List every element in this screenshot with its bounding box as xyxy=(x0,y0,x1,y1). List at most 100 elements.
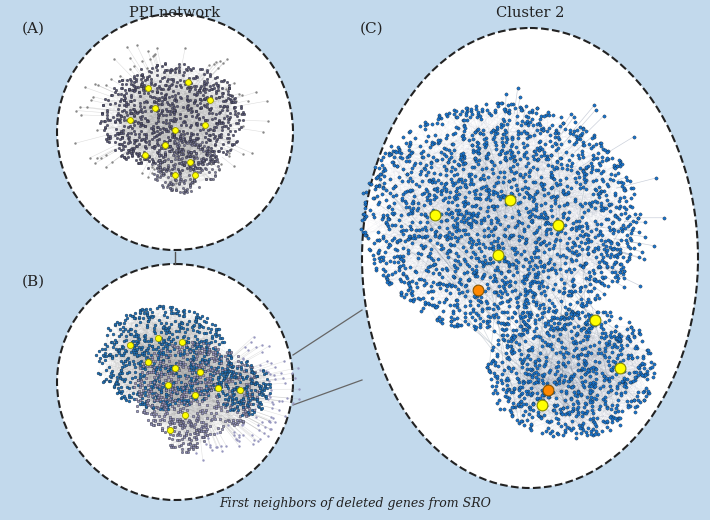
Point xyxy=(219,404,231,412)
Point xyxy=(582,287,594,295)
Point xyxy=(217,366,228,374)
Point xyxy=(170,396,181,404)
Point xyxy=(190,120,202,128)
Point xyxy=(205,175,217,184)
Point xyxy=(520,239,531,248)
Point xyxy=(178,386,190,394)
Point xyxy=(175,175,186,184)
Point xyxy=(534,146,545,154)
Point xyxy=(497,385,508,393)
Point xyxy=(210,79,222,87)
Point xyxy=(519,275,530,283)
Point xyxy=(187,326,198,334)
Point xyxy=(433,270,444,279)
Point xyxy=(186,178,197,186)
Point xyxy=(118,376,129,385)
Point xyxy=(151,87,163,95)
Point xyxy=(142,397,153,405)
Point xyxy=(577,426,589,434)
Point xyxy=(534,301,545,309)
Point xyxy=(167,370,178,379)
Point xyxy=(146,362,157,370)
Point xyxy=(534,393,545,401)
Point xyxy=(164,391,175,399)
Point xyxy=(593,258,604,266)
Point xyxy=(539,199,550,207)
Point xyxy=(568,265,579,273)
Point xyxy=(567,275,579,283)
Point xyxy=(606,268,618,276)
Point xyxy=(413,293,424,302)
Point xyxy=(565,291,577,299)
Point xyxy=(233,431,244,439)
Point xyxy=(447,181,459,190)
Point xyxy=(530,238,541,246)
Point xyxy=(165,309,177,317)
Point xyxy=(488,271,499,279)
Point xyxy=(508,151,520,160)
Point xyxy=(538,261,550,269)
Point xyxy=(190,375,202,384)
Point xyxy=(488,161,499,169)
Point xyxy=(579,170,590,178)
Point xyxy=(402,177,413,185)
Point xyxy=(166,124,178,133)
Point xyxy=(472,146,484,154)
Point xyxy=(128,336,139,345)
Point xyxy=(210,325,222,333)
Point xyxy=(212,324,224,333)
Point xyxy=(455,280,466,288)
Point xyxy=(498,335,510,344)
Point xyxy=(527,293,538,301)
Point xyxy=(504,164,515,172)
Point xyxy=(508,162,519,171)
Point xyxy=(507,259,518,268)
Point xyxy=(181,84,192,92)
Point xyxy=(178,129,189,138)
Point xyxy=(178,420,189,428)
Point xyxy=(464,297,475,306)
Point xyxy=(131,351,143,359)
Point xyxy=(505,154,516,162)
Point xyxy=(521,119,532,127)
Point xyxy=(636,360,648,368)
Point xyxy=(241,367,252,375)
Point xyxy=(557,313,569,321)
Point xyxy=(406,239,417,247)
Point xyxy=(515,397,527,406)
Point xyxy=(370,264,381,272)
Point xyxy=(526,413,537,421)
Point xyxy=(190,426,202,434)
Point xyxy=(602,215,613,223)
Point xyxy=(532,270,544,278)
Point xyxy=(508,385,520,394)
Point xyxy=(521,128,532,137)
Point xyxy=(609,191,621,200)
Point xyxy=(598,326,609,334)
Point xyxy=(435,210,447,218)
Point xyxy=(608,259,620,268)
Point xyxy=(525,253,537,262)
Point xyxy=(207,383,218,391)
Point xyxy=(168,384,179,392)
Point xyxy=(199,84,210,92)
Point xyxy=(163,136,175,145)
Point xyxy=(221,382,232,391)
Point xyxy=(494,220,506,229)
Point xyxy=(402,152,413,161)
Point xyxy=(442,131,453,139)
Point xyxy=(180,121,192,129)
Point xyxy=(547,326,559,334)
Point xyxy=(200,336,212,344)
Point xyxy=(554,319,565,328)
Point xyxy=(142,408,153,417)
Point xyxy=(637,354,648,362)
Point xyxy=(235,110,246,118)
Point xyxy=(465,210,476,218)
Point xyxy=(217,89,228,97)
Point xyxy=(577,183,589,191)
Point xyxy=(571,428,582,437)
Point xyxy=(157,362,168,370)
Point xyxy=(173,436,184,445)
Point xyxy=(259,383,271,392)
